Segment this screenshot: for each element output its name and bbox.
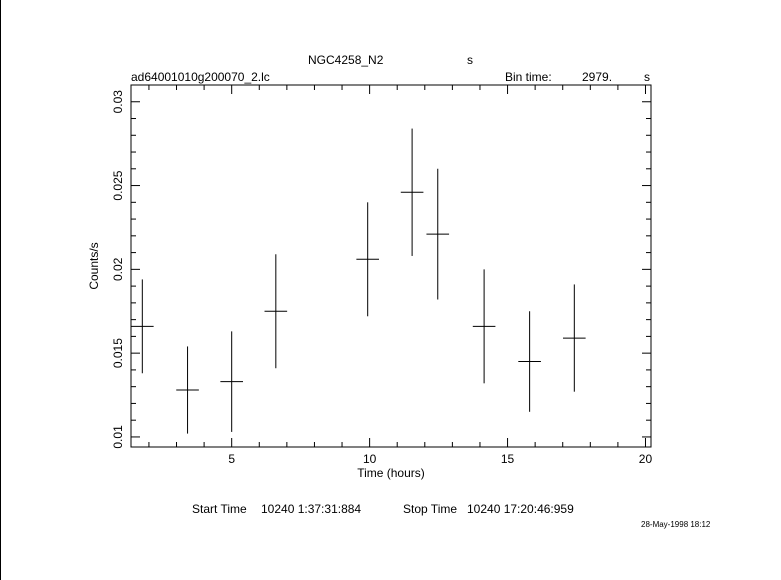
y-tick-label: 0.01 <box>111 425 125 449</box>
x-tick-label: 10 <box>363 452 377 466</box>
object-unit: s <box>467 53 473 67</box>
bin-time-value: 2979. <box>582 70 613 84</box>
start-time-value: 10240 1:37:31:884 <box>261 502 362 516</box>
data-points <box>131 128 586 434</box>
x-axis-label: Time (hours) <box>357 466 425 480</box>
y-tick-label: 0.025 <box>111 170 125 200</box>
y-tick-label: 0.02 <box>111 257 125 281</box>
file-name: ad64001010g200070_2.lc <box>131 70 270 84</box>
data-point <box>472 269 496 384</box>
plot-frame <box>130 84 652 448</box>
bin-time-unit: s <box>644 70 650 84</box>
start-time-label: Start Time <box>192 502 247 516</box>
data-point <box>356 202 379 317</box>
data-point <box>176 346 199 434</box>
y-tick-label: 0.03 <box>111 90 125 114</box>
x-tick-label: 15 <box>501 452 515 466</box>
x-tick-label: 5 <box>228 452 235 466</box>
data-point <box>400 128 424 256</box>
data-point <box>131 279 154 374</box>
axis-ticks <box>131 85 651 447</box>
object-name: NGC4258_N2 <box>308 53 384 67</box>
window-edge <box>0 0 1 580</box>
y-axis-label: Counts/s <box>87 242 101 289</box>
data-point <box>264 254 288 369</box>
axis-tick-labels: 5 10 15 20 0.01 0.015 0.02 0.025 0.03 <box>111 90 652 466</box>
data-point <box>563 284 586 392</box>
stop-time-value: 10240 17:20:46:959 <box>467 502 574 516</box>
date-stamp: 28-May-1998 18:12 <box>641 520 711 529</box>
data-point <box>518 311 541 412</box>
y-tick-label: 0.015 <box>111 338 125 368</box>
data-point <box>220 331 243 432</box>
bin-time-label: Bin time: <box>505 70 552 84</box>
x-tick-label: 20 <box>639 452 653 466</box>
data-point <box>426 168 450 300</box>
stop-time-label: Stop Time <box>403 502 458 516</box>
